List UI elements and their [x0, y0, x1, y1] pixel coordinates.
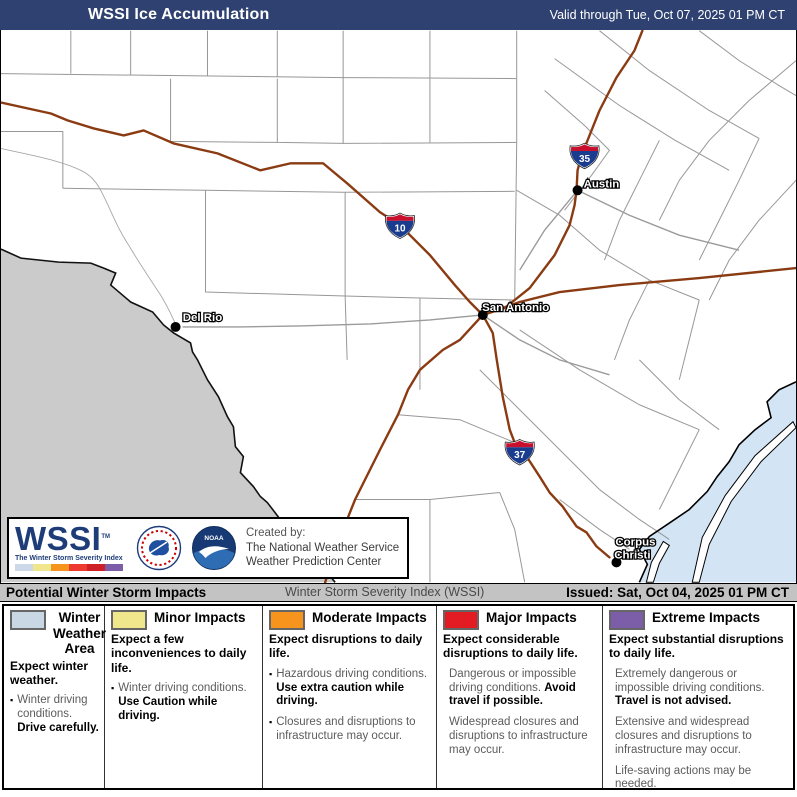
wssi-tagline: The Winter Storm Severity Index: [15, 554, 123, 562]
road-i37: [481, 313, 611, 559]
legend-summary: Expect substantial disruptions to daily …: [609, 632, 784, 661]
legend-title: Moderate Impacts: [312, 610, 427, 625]
severity-swatch: [51, 563, 69, 571]
shield-number-35: 35: [579, 154, 591, 165]
map-area: 35 10 37 Austin San Antonio Del Rio Corp…: [0, 30, 797, 583]
river: [1, 147, 177, 327]
extreme-impacts-swatch: [609, 610, 645, 630]
legend-item: Extremely dangerous or impossible drivin…: [615, 667, 765, 708]
legend-summary: Expect a few inconveniences to daily lif…: [111, 632, 247, 675]
legend-item: Life-saving actions may be needed.: [615, 764, 752, 791]
highway-shield-i35: 35: [569, 142, 600, 170]
legend-title: Extreme Impacts: [652, 610, 761, 625]
severity-swatch: [87, 563, 105, 571]
bullet-icon: ▪: [111, 683, 115, 694]
severity-swatch: [33, 563, 51, 571]
impact-legend: Winter Weather Area Expect winter weathe…: [2, 604, 795, 790]
city-label-san-antonio: San Antonio: [482, 302, 549, 314]
legend-title: Major Impacts: [486, 610, 577, 625]
severity-swatch: [69, 563, 87, 571]
minor-impacts-swatch: [111, 610, 147, 630]
rio-grande-border: [1, 248, 336, 583]
gulf-water: [639, 381, 796, 583]
legend-item: Dangerous or impossible driving conditio…: [449, 667, 577, 708]
bullet-icon: ▪: [269, 668, 273, 679]
city-dot-del-rio: [170, 321, 181, 332]
highway-shield-i10: 10: [384, 212, 416, 240]
valid-through-label: Valid through Tue, Oct 07, 2025 01 PM CT: [549, 8, 785, 22]
city-dot-austin: [572, 185, 583, 196]
legend-header: Winter Weather Area: [10, 610, 106, 657]
coastline: [638, 381, 796, 583]
legend-title: Minor Impacts: [154, 610, 246, 625]
noaa-label: NOAA: [204, 535, 223, 542]
legend-item: ▪ Winter driving conditions. Drive caref…: [10, 694, 99, 734]
mexico-region: [1, 249, 336, 583]
bullet-icon: ▪: [10, 695, 14, 706]
legend-item: ▪ Winter driving conditions. Use Caution…: [111, 682, 247, 722]
legend-header: Extreme Impacts: [609, 610, 788, 630]
wssi-logo: WSSITM The Winter Storm Severity Index: [15, 520, 127, 571]
severity-swatch: [15, 563, 33, 571]
highway-shield-i37: 37: [504, 439, 535, 466]
city-markers: [170, 185, 622, 568]
city-labels: Austin San Antonio Del Rio Corpus Christ…: [181, 177, 656, 563]
header-bar: WSSI Ice Accumulation Valid through Tue,…: [0, 0, 797, 30]
major-impacts-swatch: [443, 610, 479, 630]
noaa-logo-icon: NOAA: [192, 526, 236, 570]
city-dot-san-antonio: [477, 309, 488, 320]
road-i10-west: [1, 101, 484, 317]
legend-col-extreme: Extreme Impacts Expect substantial disru…: [603, 606, 793, 790]
minor-highways: [182, 189, 740, 376]
winter-weather-swatch: [10, 610, 46, 630]
footer-title-bar: Potential Winter Storm Impacts Winter St…: [0, 583, 797, 602]
wssi-wordmark: WSSITM: [15, 520, 111, 558]
legend-item: Widespread closures and disruptions to i…: [449, 716, 588, 756]
legend-item: ▪ Closures and disruptions to infrastruc…: [269, 716, 416, 742]
legend-header: Moderate Impacts: [269, 610, 431, 630]
severity-swatch: [105, 563, 123, 571]
road-i10-east: [481, 266, 796, 317]
nws-logo-icon: [136, 525, 182, 571]
county-borders: [1, 30, 796, 583]
city-label-austin: Austin: [584, 178, 620, 190]
legend-summary: Expect considerable disruptions to daily…: [443, 632, 578, 661]
wssi-credit-box: WSSITM The Winter Storm Severity Index N…: [7, 517, 409, 579]
legend-item: Extensive and widespread closures and di…: [615, 716, 752, 756]
issued-label: Issued: Sat, Oct 04, 2025 01 PM CT: [566, 585, 789, 600]
road-i35: [481, 30, 644, 317]
city-label-del-rio: Del Rio: [183, 312, 223, 324]
footer-left-title: Potential Winter Storm Impacts: [6, 585, 207, 600]
footer-center-title: Winter Storm Severity Index (WSSI): [285, 585, 485, 599]
city-label-corpus: Corpus: [615, 536, 655, 548]
legend-item: ▪ Hazardous driving conditions. Use extr…: [269, 667, 428, 708]
bullet-icon: ▪: [269, 717, 273, 728]
credit-org-line1: The National Weather Service: [246, 541, 400, 554]
legend-summary: Expect disruptions to daily life.: [269, 632, 423, 661]
moderate-impacts-swatch: [269, 610, 305, 630]
legend-title: Winter Weather Area: [53, 610, 107, 657]
legend-col-moderate: Moderate Impacts Expect disruptions to d…: [263, 606, 437, 788]
city-dot-corpus-christi: [611, 557, 622, 568]
texas-map-svg: 35 10 37 Austin San Antonio Del Rio Corp…: [1, 30, 796, 583]
credit-text: Created by: The National Weather Service…: [246, 526, 399, 571]
shield-number-10: 10: [394, 224, 406, 235]
legend-col-major: Major Impacts Expect considerable disrup…: [437, 606, 603, 788]
legend-col-winter-weather: Winter Weather Area Expect winter weathe…: [4, 606, 106, 788]
wssi-severity-colorbar: [15, 563, 123, 571]
legend-col-minor: Minor Impacts Expect a few inconvenience…: [105, 606, 263, 788]
barrier-islands: [645, 420, 796, 583]
shield-number-37: 37: [514, 450, 526, 461]
created-by-label: Created by:: [246, 526, 306, 539]
legend-summary: Expect winter weather.: [10, 658, 89, 687]
page-title: WSSI Ice Accumulation: [88, 6, 270, 23]
legend-header: Major Impacts: [443, 610, 597, 630]
credit-org-line2: Weather Prediction Center: [246, 556, 382, 569]
legend-header: Minor Impacts: [111, 610, 257, 630]
city-label-christi: Christi: [614, 549, 650, 561]
